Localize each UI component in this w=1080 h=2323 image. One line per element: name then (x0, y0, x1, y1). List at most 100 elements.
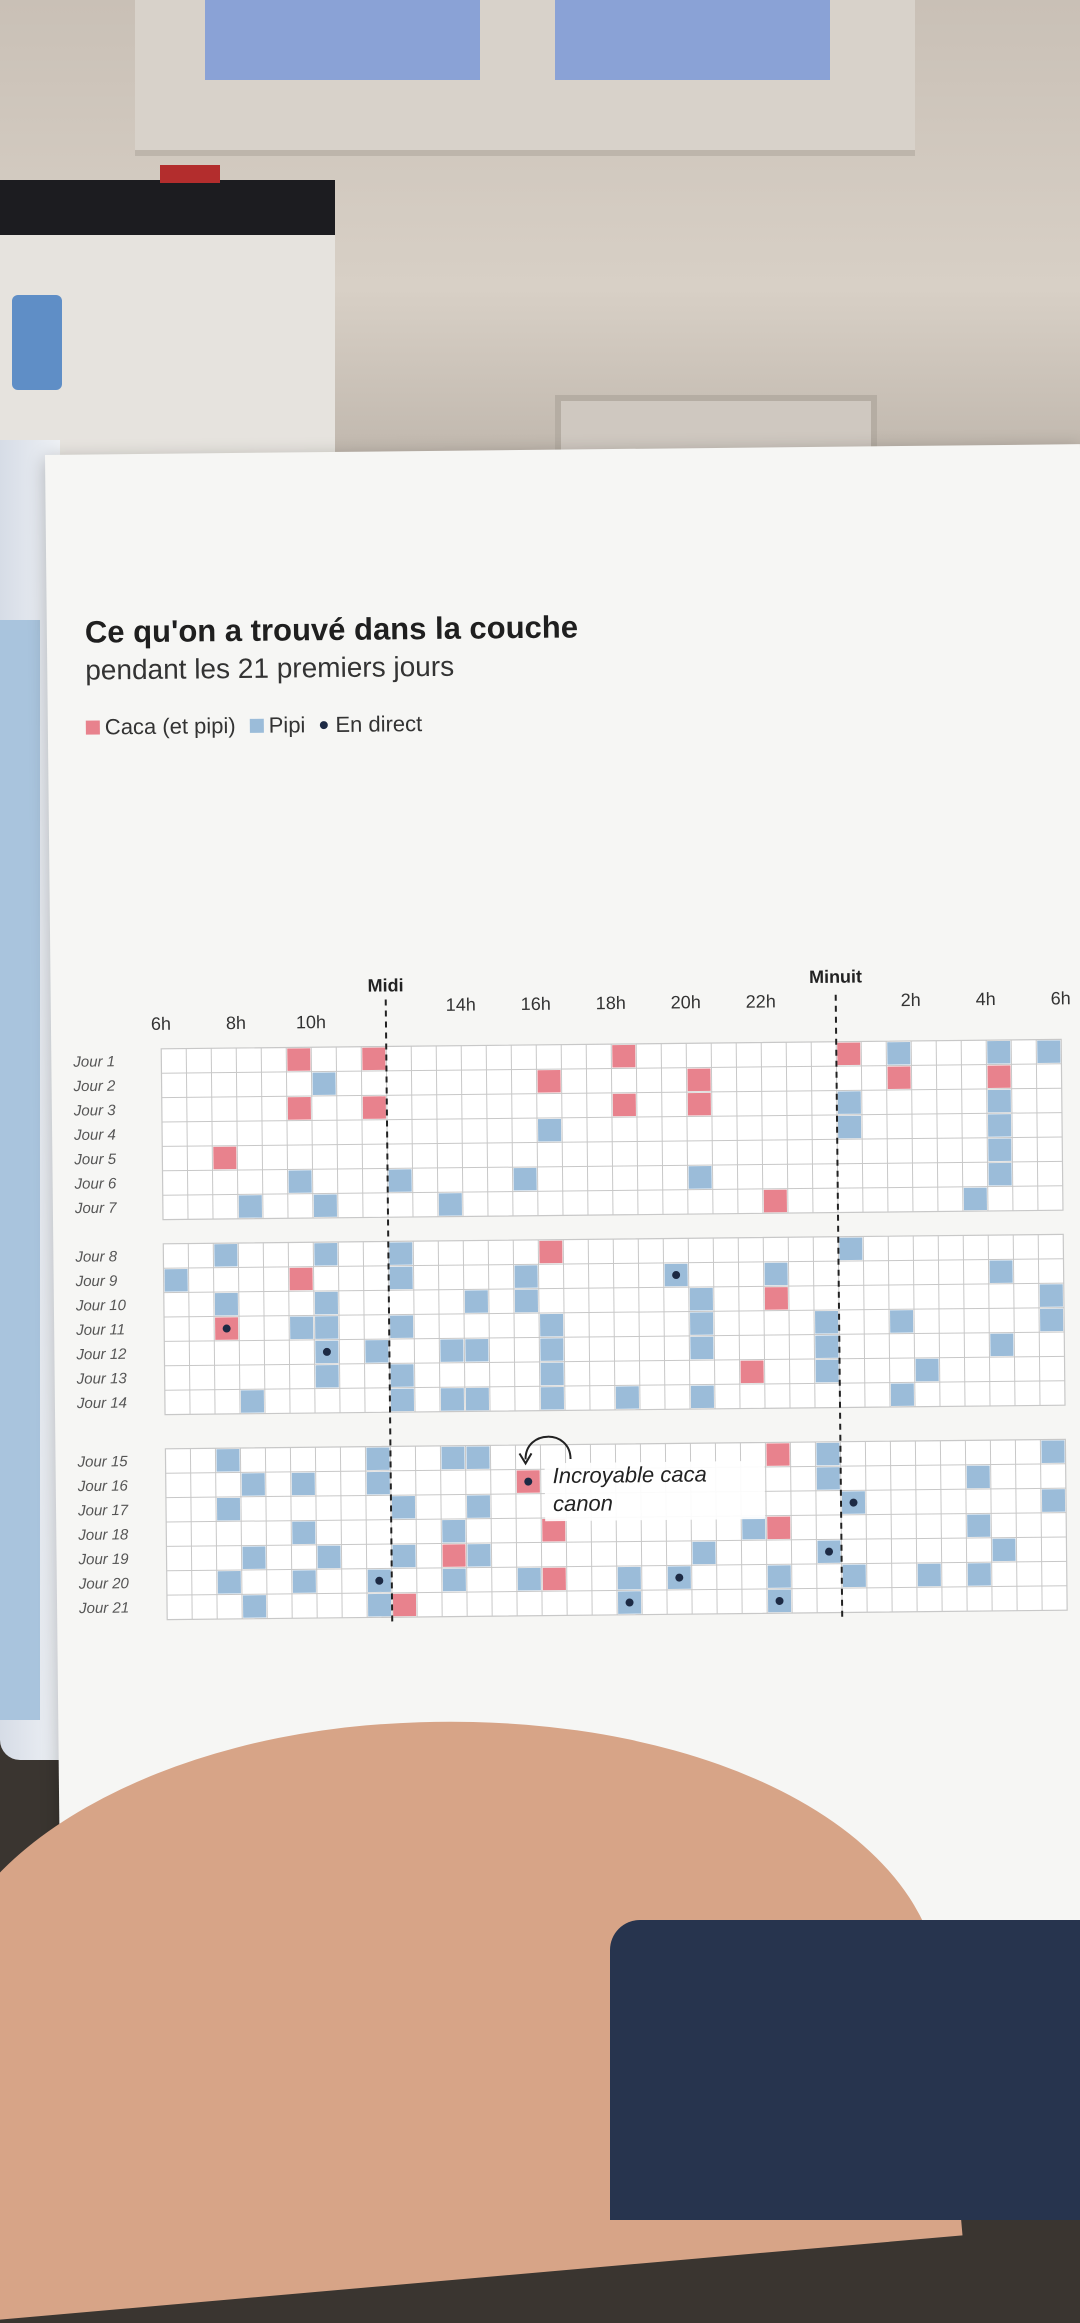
cell-caca (740, 1360, 764, 1384)
grid-line-v (610, 1044, 614, 1215)
hour-tick-label: 6h (151, 1014, 171, 1034)
cell-pipi (988, 1138, 1012, 1162)
grid-line-v (860, 1041, 864, 1213)
dot-en-direct (322, 1347, 331, 1356)
grid-line-v (939, 1440, 943, 1612)
grid-line-v (737, 1237, 741, 1409)
grid-line-v (985, 1040, 989, 1211)
printer-panel (12, 295, 62, 390)
window-pane (205, 0, 480, 80)
cell-pipi (216, 1497, 241, 1521)
grid-line-v (435, 1045, 439, 1217)
hour-tick-label: 10h (296, 1012, 326, 1032)
day-label: Jour 20 (78, 1575, 130, 1593)
hour-tick-label: 16h (521, 994, 551, 1014)
grid-line-v (987, 1235, 991, 1406)
grid-line-v (510, 1045, 514, 1216)
cell-pipi (540, 1387, 565, 1410)
grid-line-h (164, 1307, 1064, 1318)
cell-pipi (366, 1471, 390, 1495)
day-label: Jour 9 (75, 1273, 119, 1290)
cell-pipi (690, 1336, 714, 1360)
cell-pipi (238, 1195, 262, 1218)
dot-en-direct (849, 1498, 858, 1507)
cell-pipi (315, 1364, 339, 1388)
cell-pipi (1037, 1040, 1061, 1064)
grid-line-v (837, 1236, 841, 1408)
grid-line-v (760, 1042, 764, 1214)
cell-pipi (164, 1268, 188, 1292)
hour-tick-label: 20h (671, 992, 701, 1012)
grid-line-v (1012, 1234, 1016, 1406)
diaper-heatmap-chart: 6h 8h 10h 14h 16h 18h 20h 22h 2h 4h 6h Midi Minuit Jo… (72, 966, 1071, 1626)
grid-line-v (735, 1042, 739, 1214)
cell-pipi (537, 1118, 562, 1142)
grid-line-v (414, 1446, 418, 1617)
cell-pipi (464, 1290, 489, 1313)
cell-pipi (988, 1162, 1012, 1186)
cell-pipi (990, 1333, 1014, 1357)
day-label: Jour 13 (76, 1370, 128, 1388)
cell-pipi (692, 1541, 716, 1565)
grid-line-v (660, 1043, 664, 1215)
cell-pipi (742, 1516, 766, 1540)
midi-label: Midi (367, 975, 403, 995)
dot-en-direct (825, 1547, 834, 1556)
grid-line-v (789, 1442, 793, 1614)
grid-line-h (162, 1136, 1063, 1147)
cell-pipi (465, 1339, 489, 1362)
cell-pipi (391, 1495, 416, 1519)
cell-pipi (690, 1385, 715, 1409)
grid-line-v (364, 1446, 368, 1618)
grid-line-v (662, 1238, 666, 1410)
cell-pipi (987, 1089, 1011, 1113)
cell-pipi (992, 1538, 1016, 1562)
grid-line-v (787, 1237, 791, 1409)
cell-pipi (540, 1362, 564, 1386)
grid-line-v (235, 1048, 239, 1219)
grid-line-v (387, 1241, 391, 1413)
grid-line-v (539, 1444, 543, 1616)
grid-line-v (360, 1046, 364, 1218)
grid-line-v (912, 1235, 916, 1407)
grid-line-v (537, 1239, 541, 1411)
cell-pipi (815, 1335, 839, 1358)
dot-en-direct (625, 1598, 634, 1607)
grid-line-h (164, 1355, 1065, 1367)
cell-pipi (837, 1091, 861, 1114)
grid-line-v (260, 1047, 264, 1219)
cell-pipi (466, 1495, 491, 1518)
cell-pipi (214, 1244, 238, 1267)
cell-pipi (390, 1388, 415, 1412)
cell-pipi (216, 1449, 240, 1472)
grid-line-v (289, 1447, 293, 1619)
cell-caca (392, 1593, 417, 1617)
grid-line-v (312, 1242, 316, 1414)
day-label: Jour 12 (75, 1346, 127, 1364)
cell-pipi (842, 1564, 866, 1588)
grid-line-h (161, 1063, 1062, 1074)
book-edge (0, 440, 60, 1760)
cell-caca (687, 1068, 711, 1092)
cell-pipi (438, 1193, 462, 1216)
hour-tick-label: 2h (901, 990, 921, 1010)
grid-line-v (310, 1047, 314, 1219)
cell-pipi (987, 1114, 1012, 1137)
cell-caca (612, 1093, 636, 1117)
grid-line-v (460, 1045, 464, 1217)
grid-line-v (710, 1043, 714, 1214)
window-pane (555, 0, 830, 80)
cell-pipi (517, 1567, 541, 1591)
dot-en-direct (524, 1477, 533, 1486)
cell-caca (213, 1146, 237, 1170)
cell-pipi (314, 1242, 338, 1266)
cell-pipi (388, 1169, 412, 1192)
grid-line-v (1037, 1234, 1041, 1406)
grid-line-v (812, 1236, 816, 1408)
grid-line-v (489, 1445, 493, 1617)
dot-en-direct (375, 1576, 384, 1585)
cell-caca (362, 1047, 386, 1071)
grid-line-v (264, 1447, 268, 1619)
cell-pipi (440, 1339, 464, 1362)
cell-pipi (390, 1315, 414, 1339)
